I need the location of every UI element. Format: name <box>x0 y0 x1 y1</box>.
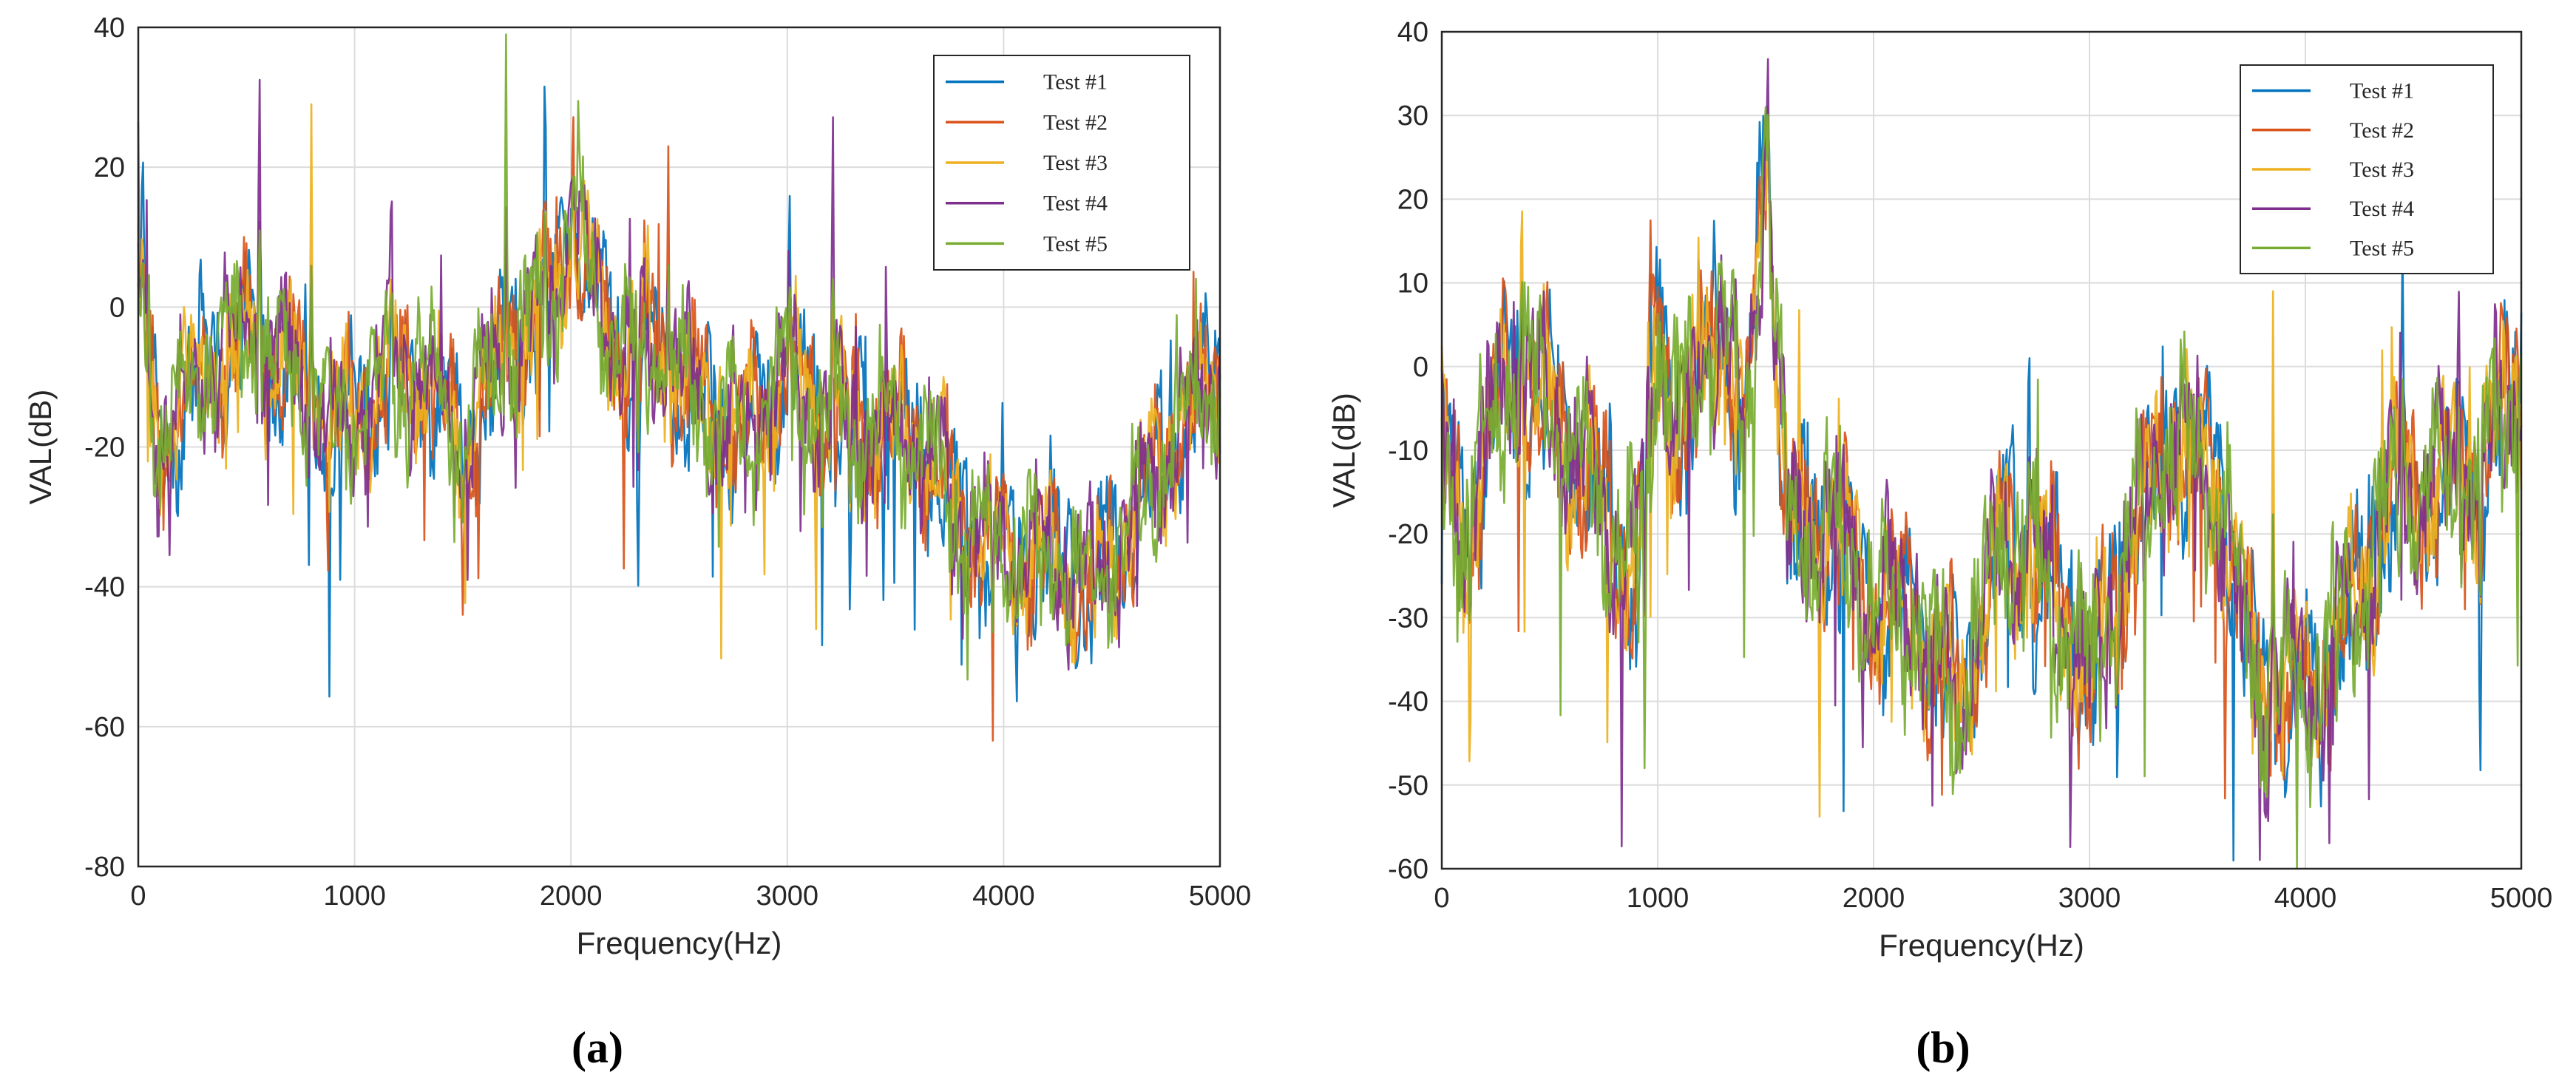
panel-caption-b: (b) <box>1916 1023 1970 1072</box>
y-tick-label: -20 <box>1388 519 1428 550</box>
legend-label: Test #3 <box>2350 157 2414 182</box>
y-tick-labels-a: 40 20 0 -20 -40 -60 -80 <box>84 13 125 883</box>
x-tick-label: 0 <box>130 881 146 912</box>
legend-label: Test #3 <box>1043 151 1108 175</box>
x-axis-label-a: Frequency(Hz) <box>577 926 782 960</box>
y-tick-label: -60 <box>84 712 125 743</box>
y-tick-label: 40 <box>1397 17 1428 48</box>
y-tick-label: -10 <box>1388 435 1428 467</box>
legend-label: Test #2 <box>2350 118 2414 143</box>
legend-label: Test #5 <box>2350 236 2414 260</box>
x-tick-label: 5000 <box>1189 881 1252 912</box>
x-tick-label: 3000 <box>756 881 819 912</box>
x-tick-label: 2000 <box>540 881 603 912</box>
chart-panel-a: 0 1000 2000 3000 4000 5000 40200-20-40-60-80 … <box>23 13 1251 1072</box>
series-line-test-5 <box>137 33 1221 681</box>
series-line-test-5 <box>1440 106 2523 870</box>
y-tick-label: 20 <box>1397 184 1428 215</box>
y-axis-label-a: VAL(dB) <box>23 390 58 505</box>
y-tick-label: -40 <box>1388 687 1428 718</box>
y-tick-label: 40 <box>94 13 125 44</box>
legend-label: Test #2 <box>1043 110 1108 135</box>
x-tick-labels-a: 0 1000 2000 3000 4000 5000 <box>130 881 1251 912</box>
y-tick-label: -40 <box>84 572 125 603</box>
series-lines-b <box>1440 58 2523 870</box>
x-tick-labels-b: 0 1000 2000 3000 4000 5000 <box>1434 883 2552 914</box>
legend-label: Test #4 <box>1043 191 1108 216</box>
x-tick-label: 2000 <box>1843 883 1905 914</box>
y-tick-label: -20 <box>84 433 125 464</box>
legend-b: Test #1 Test #2 Test #3 Test #4 Test #5 <box>2240 64 2494 274</box>
x-axis-label-b: Frequency(Hz) <box>1879 928 2084 963</box>
legend-a: Test #1 Test #2 Test #3 Test #4 Test #5 <box>933 55 1190 271</box>
y-tick-label: -30 <box>1388 603 1428 634</box>
legend-label: Test #5 <box>1043 231 1108 256</box>
y-tick-labels-b: 40 30 20 10 0 -10 -20 -30 -40 -50 -60 <box>1388 17 1428 885</box>
x-tick-label: 1000 <box>323 881 386 912</box>
x-tick-label: 5000 <box>2490 883 2553 914</box>
y-tick-label: -50 <box>1388 770 1428 801</box>
plot-frame-b <box>1440 30 2523 870</box>
legend-label: Test #1 <box>2350 79 2414 104</box>
y-tick-label: -80 <box>84 852 125 883</box>
series-lines-a <box>137 33 1221 742</box>
x-tick-label: 3000 <box>2058 883 2121 914</box>
y-tick-label: 0 <box>109 292 125 323</box>
y-axis-label-b: VAL(dB) <box>1326 393 1361 508</box>
plot-frame-a <box>137 26 1221 868</box>
y-tick-label: 10 <box>1397 268 1428 299</box>
y-tick-label: 0 <box>1413 352 1428 383</box>
legend-label: Test #1 <box>1043 70 1108 95</box>
panel-caption-a: (a) <box>572 1023 623 1072</box>
y-tick-label: 20 <box>94 152 125 183</box>
x-tick-label: 4000 <box>2274 883 2337 914</box>
y-tick-label: -60 <box>1388 854 1428 885</box>
y-tick-label: 30 <box>1397 101 1428 132</box>
x-tick-label: 1000 <box>1627 883 1689 914</box>
x-tick-label: 4000 <box>972 881 1035 912</box>
x-tick-label: 0 <box>1434 883 1449 914</box>
legend-label: Test #4 <box>2350 197 2414 221</box>
chart-panel-b: 0 1000 2000 3000 4000 5000 40 30 20 10 0 -10 -20 -30… <box>1326 17 2552 1072</box>
